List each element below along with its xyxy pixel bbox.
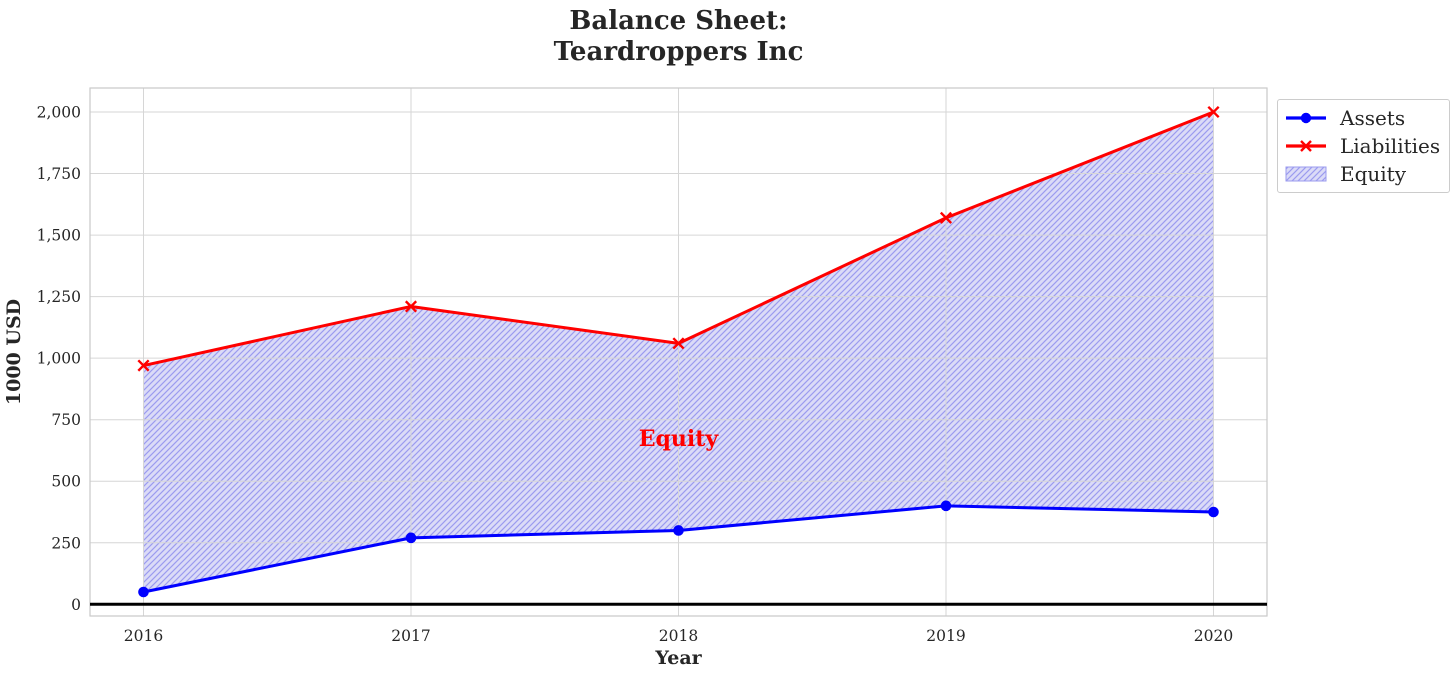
assets-marker [405, 532, 417, 544]
legend-row-assets: Assets [1285, 104, 1440, 132]
y-tick-label: 1,500 [37, 227, 81, 245]
y-tick-label: 250 [51, 534, 81, 552]
liabilities-marker [672, 337, 685, 350]
assets-marker [138, 586, 149, 598]
chart-title-line-2: Teardroppers Inc [553, 37, 804, 67]
chart-title: Balance Sheet: Teardroppers Inc [90, 6, 1267, 68]
y-tick-label: 0 [71, 596, 81, 614]
x-tick-label: 2019 [926, 627, 965, 645]
y-tick-label: 1,750 [37, 165, 81, 183]
x-tick-label: 2018 [659, 627, 698, 645]
legend-row-equity: Equity [1285, 160, 1440, 188]
liabilities-sample-marker [1300, 140, 1312, 152]
equity-patch-sample-icon [1285, 166, 1327, 182]
legend: Assets Liabilities Equity [1277, 99, 1451, 193]
assets-line-sample-icon [1286, 112, 1326, 124]
legend-label-assets: Assets [1340, 106, 1406, 130]
legend-row-liabilities: Liabilities [1285, 132, 1440, 160]
x-axis-label: Year [654, 647, 702, 669]
y-tick-label: 750 [51, 411, 81, 429]
assets-marker [673, 525, 684, 536]
legend-label-equity: Equity [1340, 162, 1407, 186]
liabilities-marker [1207, 105, 1220, 119]
liabilities-marker [404, 300, 418, 313]
x-tick-label: 2016 [124, 627, 163, 645]
liabilities-line-sample-icon [1286, 140, 1326, 152]
equity-sample-patch [1285, 166, 1327, 182]
legend-label-liabilities: Liabilities [1340, 134, 1441, 158]
y-tick-label: 1,250 [37, 288, 81, 306]
plot-border [89, 87, 1268, 617]
y-axis-label: 1000 USD [3, 299, 25, 405]
liabilities-marker [137, 359, 150, 372]
y-tick-label: 2,000 [37, 104, 81, 122]
chart-title-line-1: Balance Sheet: [569, 6, 788, 36]
y-tick-label: 1,000 [37, 350, 81, 368]
assets-marker [940, 500, 952, 512]
y-tick-label: 500 [51, 473, 81, 491]
liabilities-marker [939, 211, 953, 224]
assets-sample-marker [1300, 112, 1312, 124]
x-tick-label: 2020 [1194, 627, 1233, 645]
assets-marker [1208, 506, 1219, 518]
x-tick-label: 2017 [391, 627, 430, 645]
equity-annotation: Equity [639, 426, 720, 452]
